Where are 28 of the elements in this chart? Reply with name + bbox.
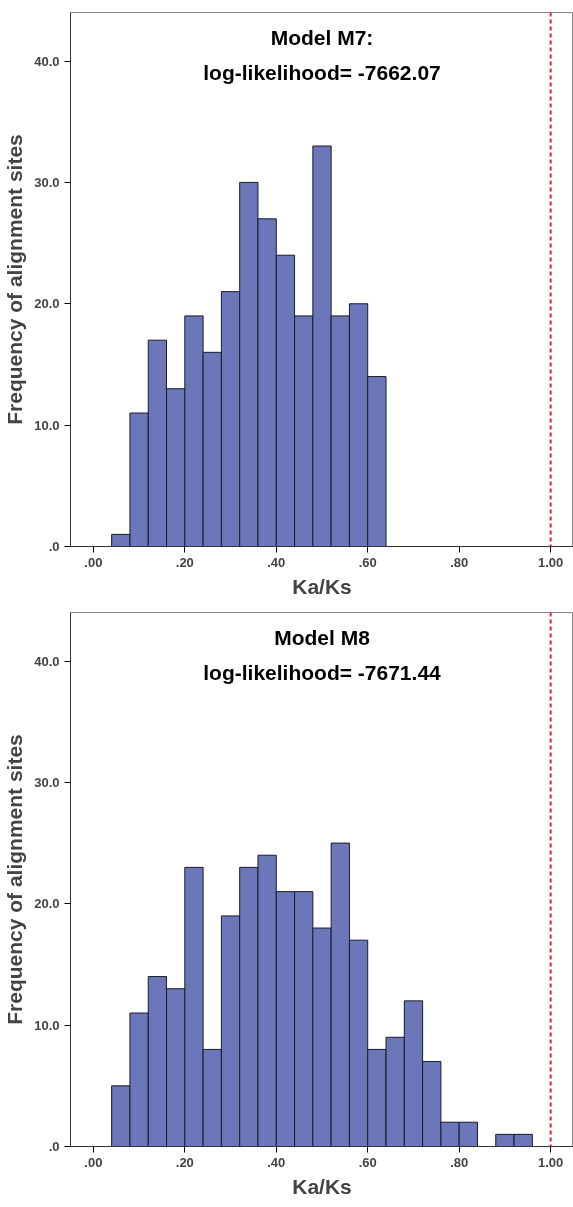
y-tick-label: 40.0 [34, 53, 60, 69]
x-axis-title: Ka/Ks [292, 1174, 352, 1198]
x-tick-label: 1.00 [537, 554, 564, 570]
y-tick-label: 20.0 [34, 296, 60, 312]
y-tick-label: .0 [48, 1139, 60, 1154]
x-tick-label: .60 [358, 554, 377, 570]
x-tick-label: .40 [267, 554, 286, 570]
x-tick-label: .20 [175, 1154, 194, 1170]
x-tick-label: .80 [450, 554, 469, 570]
x-tick-label: .00 [84, 1154, 103, 1170]
text: Model M8 log-likelihood= -7671.44 [203, 625, 442, 684]
y-tick-label: 30.0 [34, 774, 60, 790]
x-tick-label: .60 [358, 1154, 377, 1170]
text: Model M7: log-likelihood= -7662.07 [203, 25, 441, 84]
x-tick-label: .40 [267, 1154, 286, 1170]
y-tick-label: 10.0 [34, 1017, 60, 1033]
x-tick-label: 1.00 [537, 1154, 564, 1170]
y-axis-title: Frequency of alignment sites [3, 734, 27, 1025]
y-tick-label: 20.0 [34, 896, 60, 912]
y-tick-label: 40.0 [34, 653, 60, 669]
x-tick-label: .00 [84, 554, 103, 570]
x-tick-label: .80 [450, 1154, 469, 1170]
y-tick-label: 10.0 [34, 417, 60, 433]
y-tick-label: 30.0 [34, 174, 60, 190]
x-axis-title: Ka/Ks [292, 574, 352, 598]
x-tick-label: .20 [175, 554, 194, 570]
y-axis-title: Frequency of alignment sites [3, 134, 27, 425]
y-tick-label: .0 [48, 539, 60, 554]
